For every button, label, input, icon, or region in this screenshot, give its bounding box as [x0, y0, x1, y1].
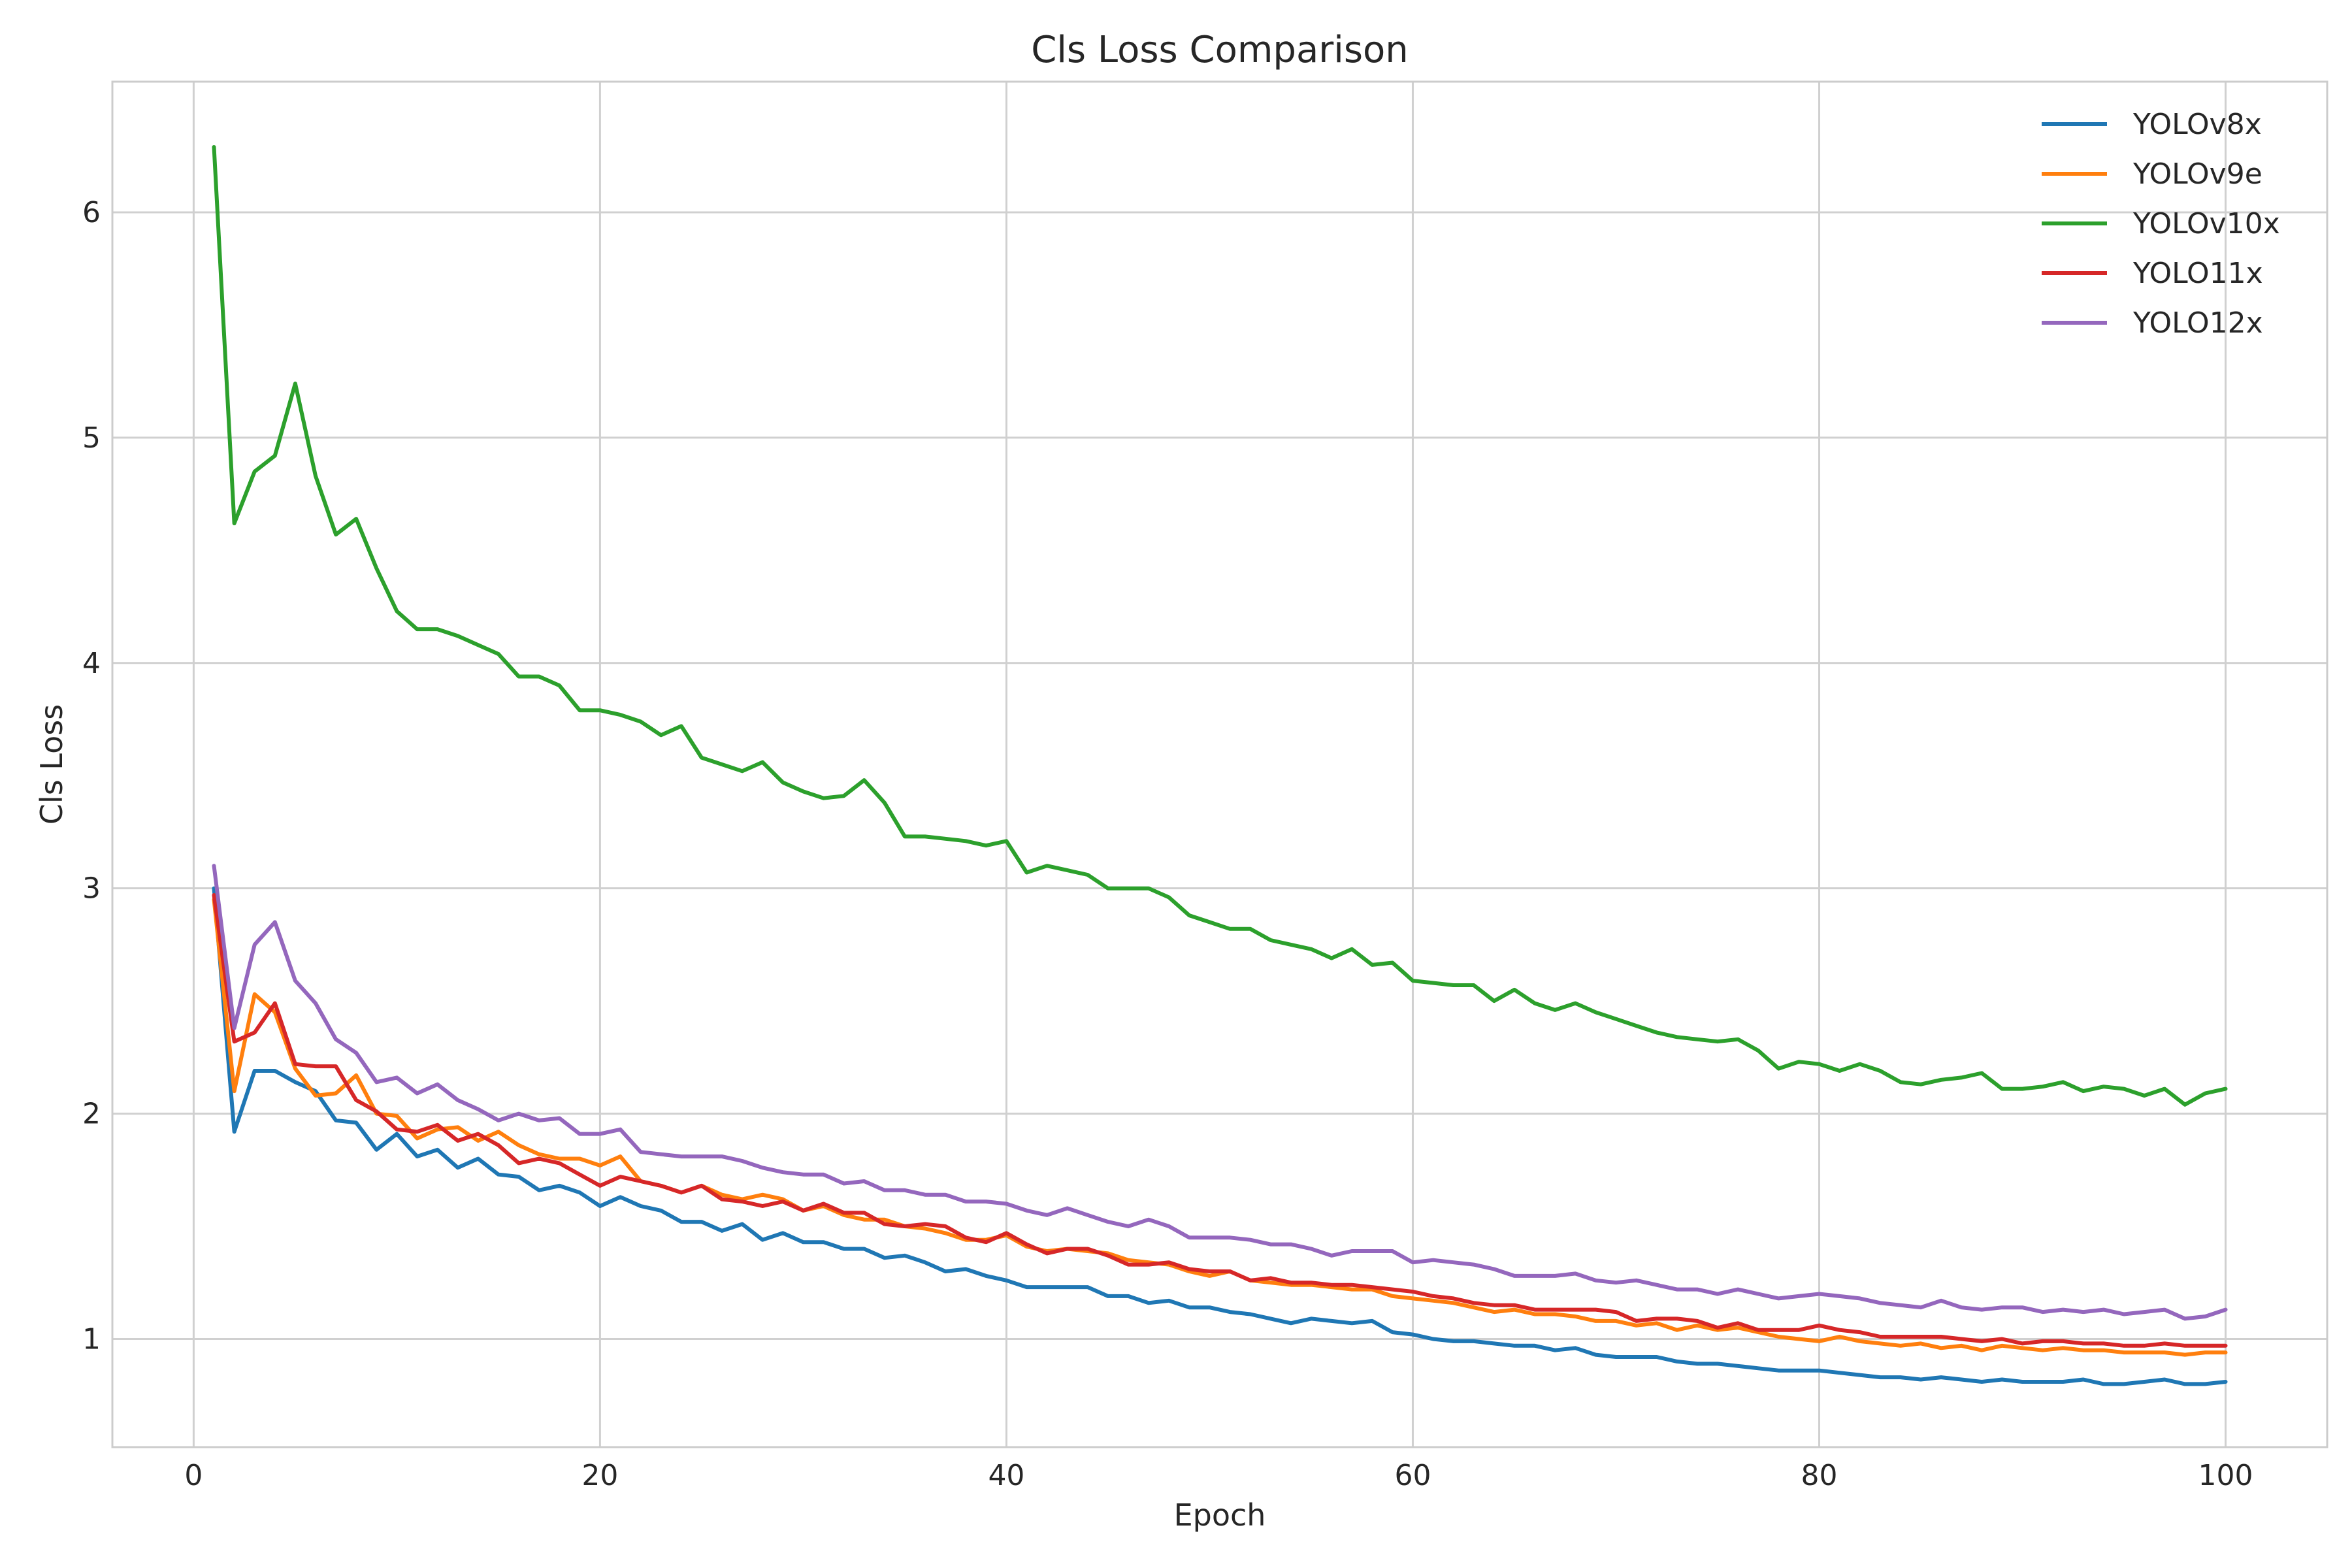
- series-line-yolov8x: [212, 886, 2228, 1386]
- x-tick-label: 20: [581, 1459, 618, 1492]
- series-line-yolo12x: [212, 864, 2228, 1321]
- legend-label-yolov9e: YOLOv9e: [2132, 157, 2262, 191]
- legend-label-yolov10x: YOLOv10x: [2132, 207, 2280, 240]
- legend-label-yolo11x: YOLO11x: [2132, 257, 2263, 290]
- series-lines: [212, 145, 2228, 1386]
- x-axis-label: Epoch: [1174, 1497, 1266, 1533]
- chart-title: Cls Loss Comparison: [1031, 29, 1409, 71]
- y-tick-label: 2: [82, 1098, 101, 1131]
- y-tick-label: 6: [82, 196, 101, 229]
- y-tick-label: 5: [82, 421, 101, 455]
- x-tick-label: 60: [1394, 1459, 1431, 1492]
- x-tick-label: 100: [2198, 1459, 2253, 1492]
- x-tick-label: 80: [1801, 1459, 1837, 1492]
- legend: YOLOv8x YOLOv9e YOLOv10x YOLO11x YOLO12x: [2042, 108, 2280, 340]
- y-tick-label: 3: [82, 872, 101, 906]
- y-axis-label: Cls Loss: [34, 704, 69, 825]
- y-tick-label: 4: [82, 647, 101, 680]
- legend-label-yolov8x: YOLOv8x: [2132, 108, 2262, 141]
- legend-label-yolo12x: YOLO12x: [2132, 306, 2263, 340]
- y-tick-label: 1: [82, 1322, 101, 1356]
- plot-frame: [111, 80, 2328, 1448]
- tick-labels: 0 20 40 60 80 100 1 2 3 4 5 6: [82, 196, 2253, 1492]
- series-line-yolov10x: [212, 145, 2228, 1107]
- x-tick-label: 0: [184, 1459, 203, 1492]
- grid: [112, 82, 2327, 1447]
- series-line-yolo11x: [212, 893, 2228, 1348]
- series-line-yolov9e: [212, 897, 2228, 1357]
- x-tick-label: 40: [988, 1459, 1024, 1492]
